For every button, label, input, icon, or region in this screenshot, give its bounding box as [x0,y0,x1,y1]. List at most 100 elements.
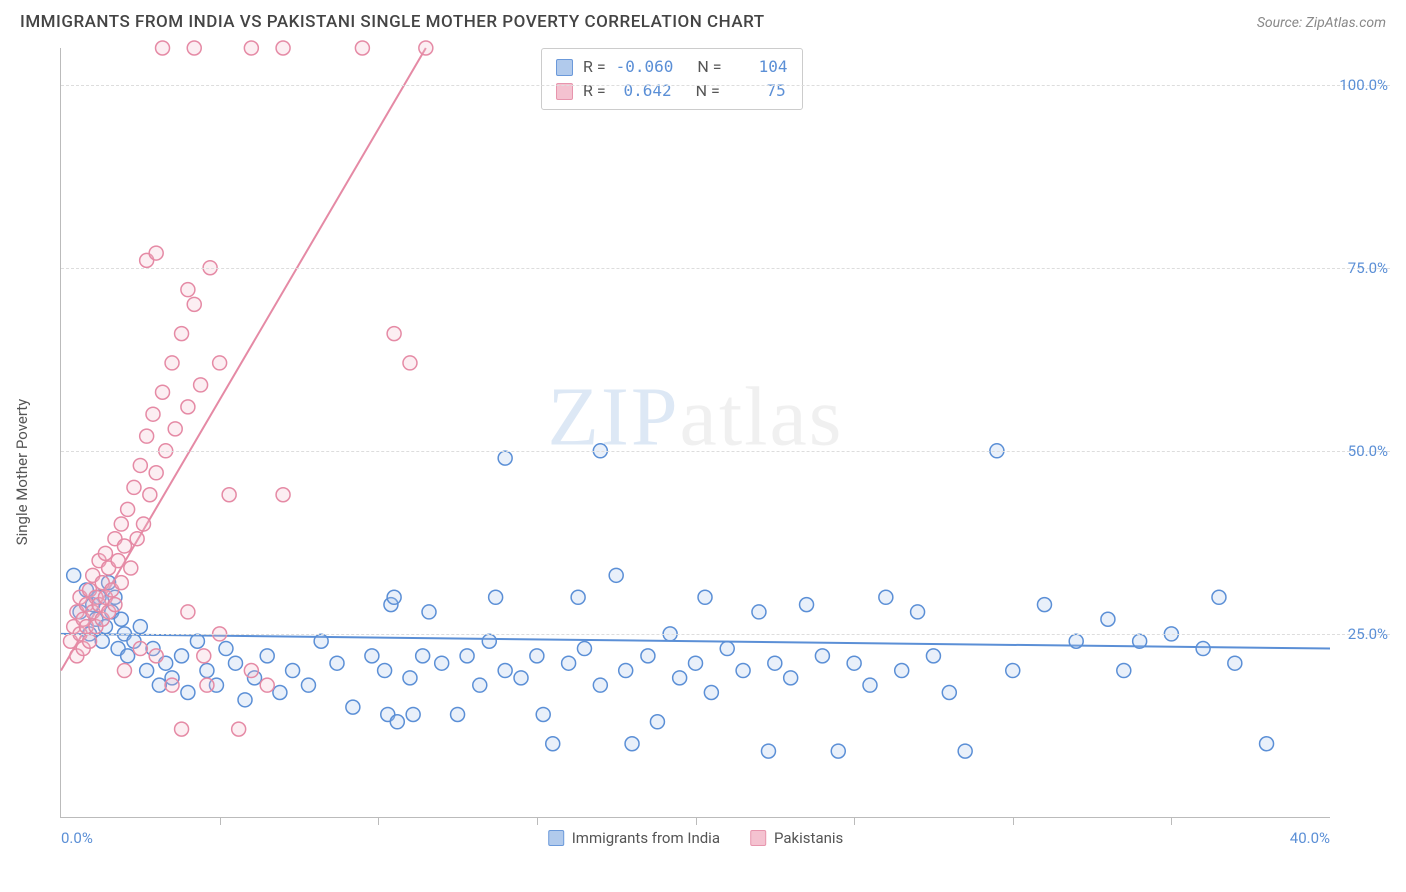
legend-item-pakistan: Pakistanis [750,829,843,847]
point-india [1228,656,1242,670]
point-india [286,664,300,678]
point-pakistan [187,297,201,311]
point-india [273,685,287,699]
point-india [260,649,274,663]
point-india [498,664,512,678]
point-india [1006,664,1020,678]
point-india [489,590,503,604]
point-pakistan [111,554,125,568]
point-pakistan [114,517,128,531]
point-pakistan [181,605,195,619]
point-pakistan [175,327,189,341]
swatch-india [548,830,564,846]
legend: Immigrants from India Pakistanis [548,829,844,847]
point-pakistan [149,466,163,480]
point-india [416,649,430,663]
point-india [831,744,845,758]
n-value-pakistan: 75 [730,79,786,103]
chart-container: Single Mother Poverty ZIPatlas R = -0.06… [50,48,1390,878]
point-india [958,744,972,758]
swatch-pakistan [750,830,766,846]
source-name: ZipAtlas.com [1306,15,1386,31]
point-pakistan [200,678,214,692]
point-india [536,707,550,721]
point-india [736,664,750,678]
legend-item-india: Immigrants from India [548,829,720,847]
point-pakistan [156,385,170,399]
point-pakistan [403,356,417,370]
gridline [61,268,1390,269]
point-pakistan [222,488,236,502]
point-india [704,685,718,699]
point-india [698,590,712,604]
point-pakistan [130,532,144,546]
point-india [879,590,893,604]
point-india [800,598,814,612]
point-india [403,671,417,685]
gridline [61,85,1390,86]
point-pakistan [83,634,97,648]
y-tick-label: 100.0% [1339,76,1388,94]
point-pakistan [121,502,135,516]
stats-row-india: R = -0.060 N = 104 [556,55,788,79]
x-tick [537,817,538,825]
point-india [190,634,204,648]
point-india [1069,634,1083,648]
point-pakistan [143,488,157,502]
point-pakistan [276,41,290,55]
point-india [689,656,703,670]
r-value-india: -0.060 [616,55,674,79]
r-value-pakistan: 0.642 [616,79,672,103]
point-india [314,634,328,648]
point-india [1260,737,1274,751]
point-india [460,649,474,663]
point-india [530,649,544,663]
point-pakistan [114,576,128,590]
point-india [422,605,436,619]
point-india [95,634,109,648]
point-india [365,649,379,663]
legend-label-pakistan: Pakistanis [774,829,843,847]
legend-label-india: Immigrants from India [572,829,720,847]
point-india [238,693,252,707]
point-pakistan [156,41,170,55]
point-india [219,642,233,656]
r-label: R = [583,55,606,79]
n-label: N = [696,79,720,103]
point-india [942,685,956,699]
point-pakistan [117,539,131,553]
stats-row-pakistan: R = 0.642 N = 75 [556,79,788,103]
x-tick [1171,817,1172,825]
x-tick [696,817,697,825]
point-india [546,737,560,751]
chart-header: IMMIGRANTS FROM INDIA VS PAKISTANI SINGL… [0,0,1406,40]
point-pakistan [181,283,195,297]
point-india [625,737,639,751]
point-india [514,671,528,685]
point-india [863,678,877,692]
point-india [301,678,315,692]
point-pakistan [419,41,433,55]
point-india [609,568,623,582]
point-india [473,678,487,692]
point-india [752,605,766,619]
y-tick-label: 25.0% [1348,625,1388,643]
point-pakistan [108,598,122,612]
point-pakistan [168,422,182,436]
n-value-india: 104 [732,55,788,79]
x-tick [378,817,379,825]
point-india [498,451,512,465]
source-attribution: Source: ZipAtlas.com [1257,15,1386,31]
point-pakistan [181,400,195,414]
point-pakistan [232,722,246,736]
point-india [784,671,798,685]
point-pakistan [146,407,160,421]
point-india [593,678,607,692]
point-india [761,744,775,758]
point-india [650,715,664,729]
point-india [181,685,195,699]
chart-title: IMMIGRANTS FROM INDIA VS PAKISTANI SINGL… [20,12,765,32]
point-pakistan [136,517,150,531]
point-pakistan [197,649,211,663]
point-india [140,664,154,678]
